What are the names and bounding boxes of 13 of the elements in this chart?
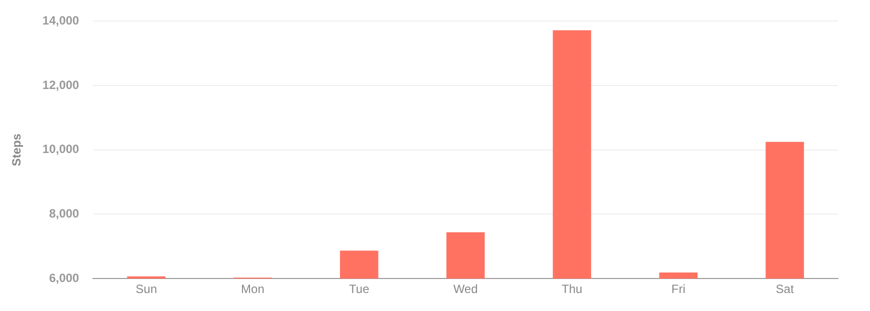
x-tick-label: Sun: [136, 282, 157, 296]
x-tick-label: Fri: [671, 282, 686, 296]
y-tick-label: 12,000: [42, 78, 80, 92]
y-tick-label: 6,000: [49, 270, 80, 285]
y-tick-label: 14,000: [42, 14, 80, 28]
x-tick-label: Wed: [453, 282, 478, 296]
y-tick-label: 8,000: [49, 206, 80, 221]
y-axis-title: Steps: [10, 133, 24, 166]
y-tick-label: 10,000: [42, 142, 80, 156]
x-tick-label: Mon: [241, 282, 264, 296]
x-tick-label: Thu: [562, 282, 582, 296]
x-tick-label: Sat: [776, 282, 794, 296]
x-tick-label: Tue: [349, 282, 370, 296]
